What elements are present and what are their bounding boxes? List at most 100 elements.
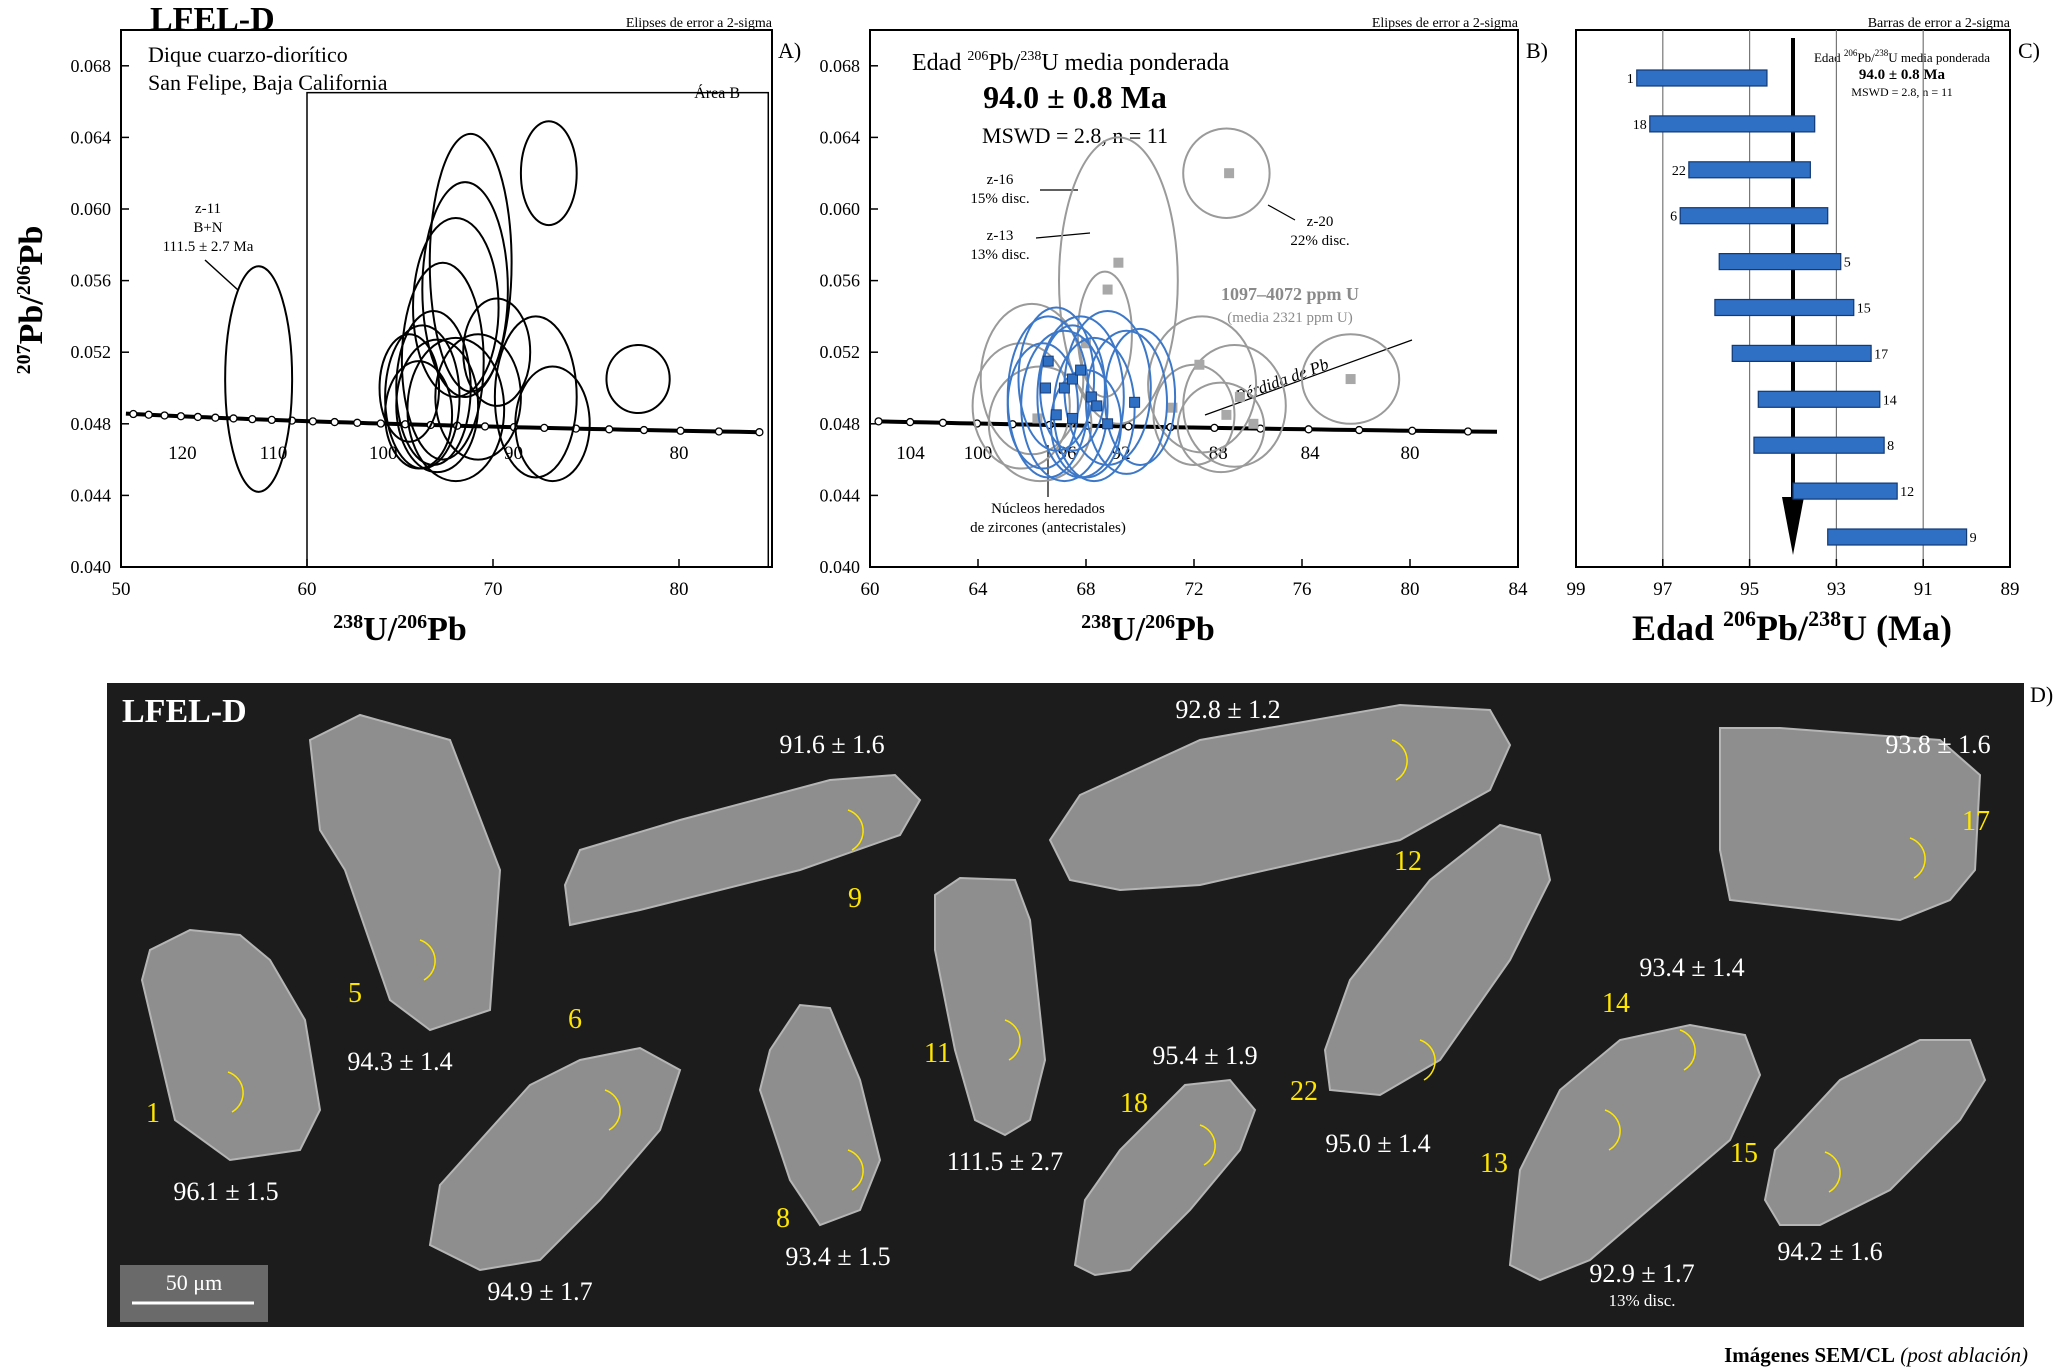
- panel-a-concordia-age-marker: [211, 413, 220, 422]
- panel-b-concordia-age-marker: [1408, 426, 1417, 435]
- panel-b-gray-point: [1224, 168, 1235, 179]
- panel-b-mswd: MSWD = 2.8, n = 11: [982, 123, 1168, 148]
- panel-a-ytick-label: 0.040: [71, 557, 112, 577]
- panel-c-xtick-label: 91: [1914, 579, 1933, 600]
- panel-c-xlabel: Edad 206Pb/238U (Ma): [1632, 606, 1952, 648]
- panel-b-concordia: Elipses de error a 2-sigma B) Edad 206Pb…: [820, 16, 1549, 648]
- panel-b-ytick-label: 0.052: [820, 342, 861, 362]
- grain-number-11: 11: [924, 1038, 951, 1069]
- panel-a-concordia-age-marker: [376, 419, 385, 428]
- panel-a-concordia-age-marker: [604, 425, 614, 434]
- panel-a-ytick-label: 0.052: [71, 342, 112, 362]
- panel-a-concordia-age-marker: [639, 425, 649, 435]
- panel-a-error-ellipse: [421, 181, 509, 398]
- zircon-grain-11: [934, 876, 1047, 1137]
- panel-b-ytick-label: 0.048: [820, 414, 861, 434]
- grain-age-13: 92.9 ± 1.7: [1589, 1259, 1694, 1288]
- panel-b-xtick-label: 68: [1077, 579, 1096, 600]
- panel-c-age-bar: [1718, 253, 1842, 271]
- panel-a-annotation-line1: z-11: [195, 201, 221, 217]
- zircon-grains: [140, 703, 1987, 1282]
- panel-b-xtick-label: 60: [861, 579, 880, 600]
- laser-spot-6: [604, 1089, 621, 1131]
- panel-a-ytick-label: 0.056: [71, 271, 112, 291]
- panel-a-annotation-line3: 111.5 ± 2.7 Ma: [163, 239, 254, 255]
- grain-number-15: 15: [1730, 1138, 1758, 1169]
- panel-a-error-ellipse: [514, 365, 591, 483]
- panel-b-ytick-label: 0.064: [820, 127, 861, 147]
- panel-a-concordia-label: 110: [260, 443, 288, 464]
- panel-a-annotation-arrow: [204, 259, 239, 291]
- panel-a-xlabel: 238U/206Pb: [333, 611, 467, 648]
- panel-a-title-line2: San Felipe, Baja California: [148, 70, 388, 95]
- panel-c-xtick-label: 97: [1653, 579, 1672, 600]
- grain-age-1: 96.1 ± 1.5: [173, 1177, 278, 1206]
- panel-a-concordia-age-marker: [144, 410, 153, 419]
- panel-b-age: 94.0 ± 0.8 Ma: [983, 79, 1167, 115]
- panel-c-bar-label: 1: [1627, 72, 1634, 87]
- panel-b-concordia-label: 84: [1301, 443, 1321, 464]
- zircon-grain-17: [1719, 727, 1982, 922]
- panel-a-ytick-label: 0.048: [71, 414, 112, 434]
- grain-number-6: 6: [568, 1004, 582, 1035]
- panel-a-title-line1: Dique cuarzo-diorítico: [148, 42, 348, 67]
- panel-a-xtick-label: 70: [484, 579, 503, 600]
- panel-a-error-ellipse: [224, 265, 294, 493]
- panel-b-gray-ellipse: [1182, 127, 1271, 219]
- panel-b-gray-ellipse: [1058, 136, 1179, 425]
- panel-c-bar-label: 5: [1844, 256, 1851, 271]
- panel-a-concordia-label: 120: [168, 443, 197, 464]
- panel-c-frame: [1575, 29, 2011, 568]
- panel-a-sample-title: LFEL-D: [150, 1, 275, 38]
- panel-b-gray-point: [1081, 338, 1091, 349]
- panel-c-bar-label: 18: [1633, 118, 1647, 133]
- panel-a-ylabel: 207Pb/206Pb: [13, 226, 50, 375]
- panel-b-annot-nucleos-line2: de zircones (antecristales): [970, 520, 1126, 536]
- panel-a-area-b-box: [306, 91, 770, 568]
- grain-number-12: 12: [1394, 846, 1422, 877]
- panel-b-gray-point: [1113, 257, 1124, 268]
- panel-c-xtick-label: 89: [2001, 579, 2020, 600]
- grain-age-6: 94.9 ± 1.7: [487, 1277, 592, 1306]
- panel-c-bar-label: 14: [1883, 393, 1897, 408]
- panel-c-mswd: MSWD = 2.8, n = 11: [1851, 85, 1952, 99]
- panel-b-gray-ellipse: [971, 342, 1071, 470]
- panel-c-age-bar: [1714, 298, 1855, 317]
- panel-b-ytick-label: 0.044: [820, 485, 861, 505]
- panel-b-blue-point: [1067, 373, 1078, 385]
- panel-b-xtick-label: 72: [1185, 579, 1204, 600]
- panel-b-gray-point: [1345, 374, 1356, 385]
- panel-b-ytick-label: 0.040: [820, 557, 861, 577]
- panel-a-concordia-age-marker: [755, 428, 764, 437]
- panel-a-frame: [120, 29, 773, 568]
- zircon-grain-8: [758, 1003, 882, 1227]
- panel-b-gray-point: [1248, 418, 1259, 429]
- grain-age-8: 93.4 ± 1.5: [785, 1242, 890, 1271]
- zircon-grain-5: [308, 713, 502, 1032]
- panel-a-concordia-age-marker: [540, 423, 549, 433]
- panel-a-concordia-label: 100: [369, 443, 398, 464]
- sem-panel-letter: D): [2030, 682, 2053, 707]
- panel-b-blue-point: [1058, 382, 1070, 394]
- grain-number-9: 9: [848, 883, 862, 914]
- panel-b-corner-note: Elipses de error a 2-sigma: [1372, 16, 1519, 31]
- panel-c-bar-label: 12: [1900, 485, 1914, 500]
- zircon-grain-9: [563, 773, 922, 927]
- panel-b-ppm-bold: 1097–4072 ppm U: [1221, 284, 1359, 304]
- laser-spot-5: [419, 939, 436, 981]
- panel-c-xtick-label: 99: [1567, 579, 1586, 600]
- panel-c-bar-label: 6: [1670, 210, 1677, 225]
- panel-b-annot-z16-line1: z-16: [987, 172, 1014, 188]
- panel-c-weighted-mean: Barras de error a 2-sigma C) Edad 206Pb/…: [1567, 16, 2041, 648]
- panel-a-ytick-label: 0.064: [71, 127, 112, 147]
- panel-a-concordia-curve: [125, 411, 760, 435]
- panel-b-gray-point: [1221, 409, 1232, 420]
- laser-spot-12: [1391, 739, 1408, 781]
- panel-b-annot-z13-arrow: [1035, 232, 1091, 239]
- panel-c-age-bar: [1753, 436, 1885, 454]
- panel-c-age-bar: [1731, 344, 1872, 362]
- scale-bar-label: 50 μm: [166, 1270, 222, 1295]
- zircon-grain-1: [140, 928, 322, 1162]
- panel-a-concordia-age-marker: [353, 418, 362, 427]
- panel-b-annot-z20-line1: z-20: [1307, 214, 1334, 230]
